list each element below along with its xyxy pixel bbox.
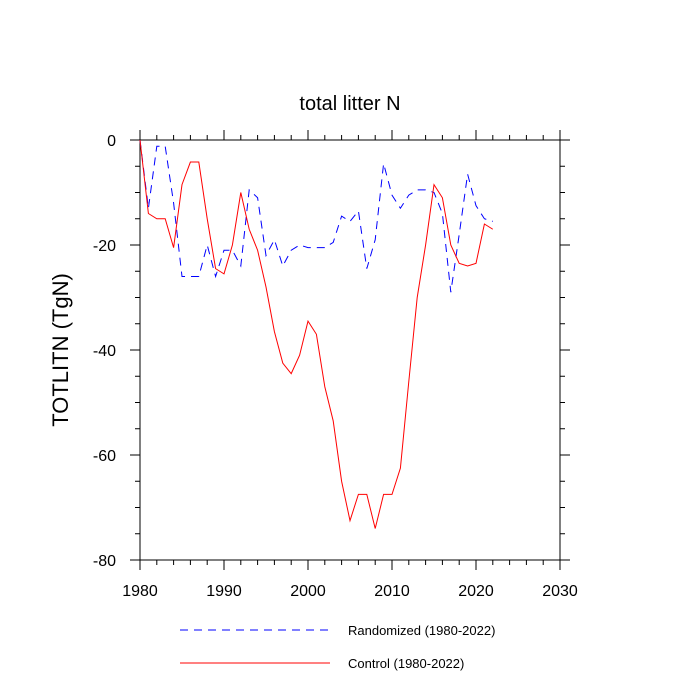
legend-label: Randomized (1980-2022) — [348, 623, 495, 638]
plot-frame — [139, 139, 561, 561]
y-tick-label: -60 — [93, 448, 116, 465]
axis-tick-labels: 1980 1990 2000 2010 2020 2030 0 -20 -40 -60 -80 — [93, 133, 578, 600]
series-lines — [139, 139, 494, 529]
y-tick-label: -40 — [93, 343, 116, 360]
x-tick-label: 2030 — [542, 583, 578, 600]
y-tick-label: -20 — [93, 238, 116, 255]
x-tick-label: 1990 — [206, 583, 242, 600]
x-tick-label: 2020 — [458, 583, 494, 600]
legend: Randomized (1980-2022) Control (1980-2022… — [180, 623, 495, 671]
chart-title: total litter N — [299, 93, 400, 115]
axis-ticks — [130, 130, 570, 570]
x-tick-label: 2000 — [290, 583, 326, 600]
y-axis-label: TOTLITN (TgN) — [48, 273, 73, 427]
series-line-randomized — [139, 139, 493, 293]
x-tick-label: 1980 — [122, 583, 158, 600]
series-line-control — [139, 139, 494, 529]
y-tick-label: -80 — [93, 553, 116, 570]
y-tick-label: 0 — [107, 133, 116, 150]
legend-label: Control (1980-2022) — [348, 656, 464, 671]
x-tick-label: 2010 — [374, 583, 410, 600]
